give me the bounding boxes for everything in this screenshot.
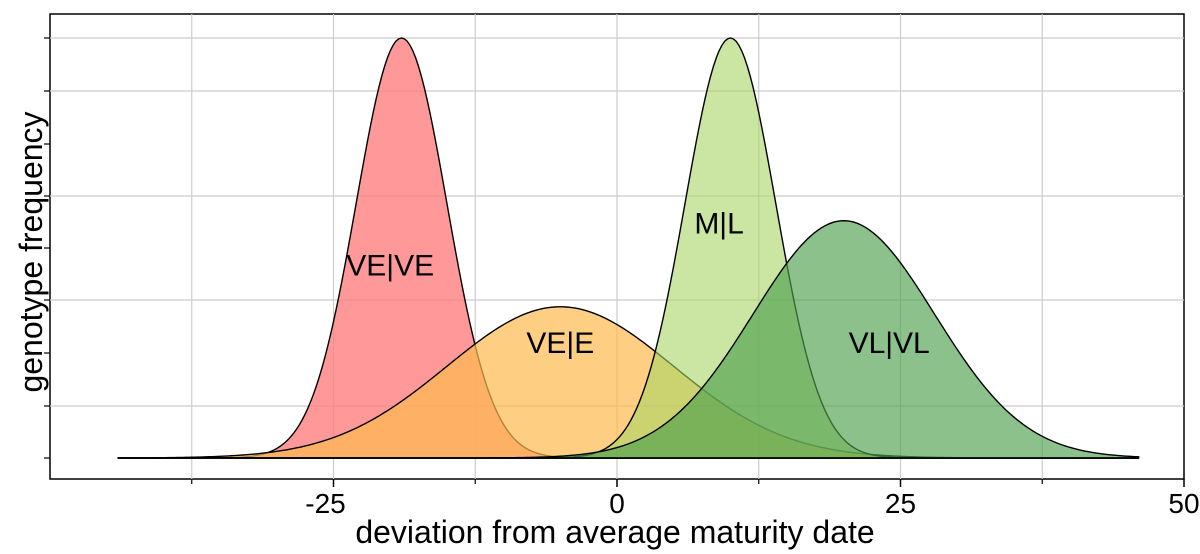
x-axis-title: deviation from average maturity date xyxy=(355,514,874,550)
x-axis-ticks: -25 0 25 50 xyxy=(191,479,1200,519)
series-label-vl-vl: VL|VL xyxy=(849,327,930,360)
x-tick-label: 0 xyxy=(609,488,625,519)
y-axis-title: genotype frequency xyxy=(13,111,49,392)
series-label-ve-e: VE|E xyxy=(526,327,594,360)
series-label-m-l: M|L xyxy=(694,207,743,240)
x-tick-label: 50 xyxy=(1168,488,1199,519)
y-axis-ticks xyxy=(44,37,50,459)
density-area-vl-vl xyxy=(118,219,1140,459)
series-label-ve-ve: VE|VE xyxy=(346,249,434,282)
density-areas xyxy=(117,37,1140,459)
series-labels: VE|VE VE|E M|L VL|VL xyxy=(346,207,929,360)
x-tick-label: -25 xyxy=(305,488,345,519)
x-tick-label: 25 xyxy=(885,488,916,519)
